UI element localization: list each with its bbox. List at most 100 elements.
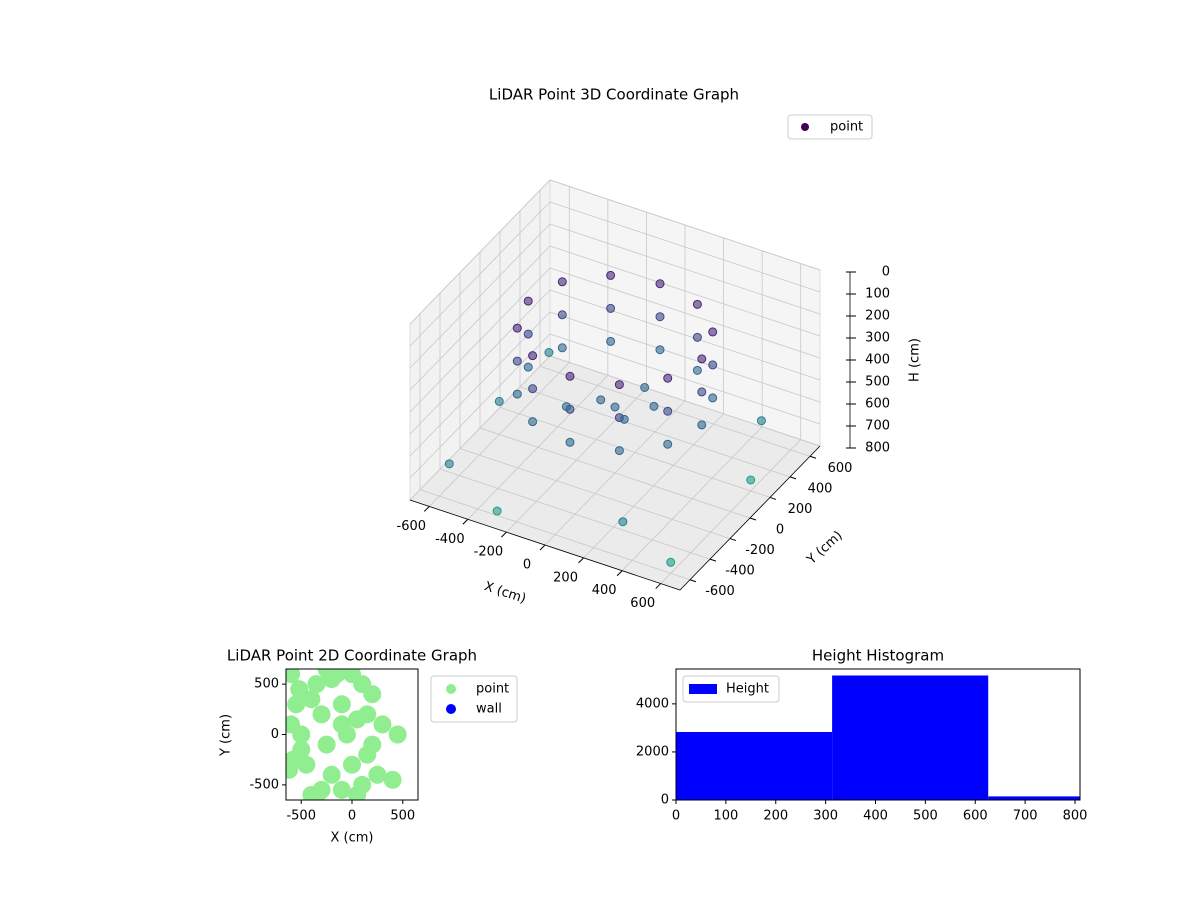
x-tick (539, 544, 546, 551)
point (523, 296, 533, 306)
point (606, 303, 616, 313)
legend-label: point (830, 120, 863, 135)
grid-line (549, 179, 821, 271)
point (332, 780, 351, 799)
grid-line (499, 407, 771, 498)
bar (988, 796, 1080, 800)
x-tick-label: 400 (592, 583, 617, 598)
grid-line (409, 333, 551, 479)
x-tick (462, 518, 469, 525)
point (557, 310, 567, 320)
z-tick-label: 100 (865, 287, 890, 302)
point (610, 402, 620, 412)
chart-title: Height Histogram (812, 647, 944, 665)
point (492, 506, 502, 516)
grid-line (539, 365, 811, 457)
point (317, 669, 336, 678)
chart-2d: LiDAR Point 2D Coordinate Graph X (cm) Y… (219, 647, 518, 846)
point (708, 393, 718, 403)
chart-title: LiDAR Point 2D Coordinate Graph (227, 647, 477, 665)
grid-line (549, 223, 821, 315)
point (697, 354, 707, 364)
grid-line (549, 267, 821, 359)
point (663, 373, 673, 383)
point (692, 299, 702, 309)
axes-frame (285, 668, 419, 801)
point (640, 382, 650, 392)
y-tick (689, 579, 697, 583)
y-tick (809, 455, 817, 459)
point (606, 336, 616, 346)
point (287, 695, 306, 714)
point (388, 725, 407, 744)
point (655, 312, 665, 322)
grid-line (479, 427, 751, 519)
point (697, 387, 707, 397)
x-tick-label: 0 (672, 809, 680, 824)
x-tick-label: -400 (435, 532, 465, 547)
z-tick-label: 200 (865, 309, 890, 324)
grid-line (549, 289, 821, 381)
axis-line (679, 445, 821, 591)
x-tick (578, 557, 584, 564)
point (666, 557, 676, 567)
point (286, 715, 301, 734)
grid-line (409, 355, 551, 501)
chart-title: LiDAR Point 3D Coordinate Graph (489, 86, 739, 104)
legend-box (787, 114, 873, 140)
legend-label: wall (476, 702, 502, 717)
x-axis-label: X (cm) (331, 831, 374, 846)
point (286, 669, 301, 684)
y-tick (749, 517, 757, 521)
x-tick-label: -500 (286, 809, 316, 824)
point (368, 765, 387, 784)
legend-marker (689, 684, 717, 694)
point (353, 775, 372, 794)
y-tick-label: -400 (725, 564, 755, 579)
grid-line (419, 489, 691, 581)
point (596, 395, 606, 405)
y-tick-label: 4000 (636, 696, 669, 711)
z-tick-label: 400 (865, 353, 890, 368)
z-tick-label: 300 (865, 331, 890, 346)
y-tick (769, 496, 777, 500)
point (692, 332, 702, 342)
y-tick-label: 200 (788, 502, 813, 517)
point (512, 389, 522, 399)
y-axis-label: Y (cm) (804, 528, 846, 568)
point (317, 735, 336, 754)
point (512, 356, 522, 366)
point (307, 675, 326, 694)
grid-line (409, 201, 551, 347)
point (619, 414, 629, 424)
point (358, 745, 377, 764)
point (663, 406, 673, 416)
z-axis-label: H (cm) (908, 338, 923, 382)
point (343, 669, 361, 684)
grid-line (549, 355, 821, 447)
point (557, 277, 567, 287)
x-tick (616, 570, 623, 577)
x-tick-label: 800 (1063, 809, 1088, 824)
grid-line (519, 386, 791, 478)
point (286, 760, 299, 779)
y-tick-label: 0 (776, 523, 784, 538)
point (618, 517, 628, 527)
point (523, 362, 533, 372)
y-tick (729, 538, 737, 542)
x-tick-label: 0 (523, 558, 531, 573)
grid-line (549, 245, 821, 337)
y-tick-label: 0 (661, 793, 669, 808)
legend-label: point (476, 682, 509, 697)
point (343, 755, 361, 774)
grid-line (549, 333, 821, 425)
point (756, 416, 766, 426)
x-tick-label: 200 (553, 570, 578, 585)
point (512, 323, 522, 333)
z-tick-label: 800 (865, 441, 890, 456)
point (292, 740, 311, 759)
point (708, 327, 718, 337)
grid-line (439, 468, 711, 560)
point (561, 402, 571, 412)
x-tick-label: -200 (474, 545, 504, 560)
